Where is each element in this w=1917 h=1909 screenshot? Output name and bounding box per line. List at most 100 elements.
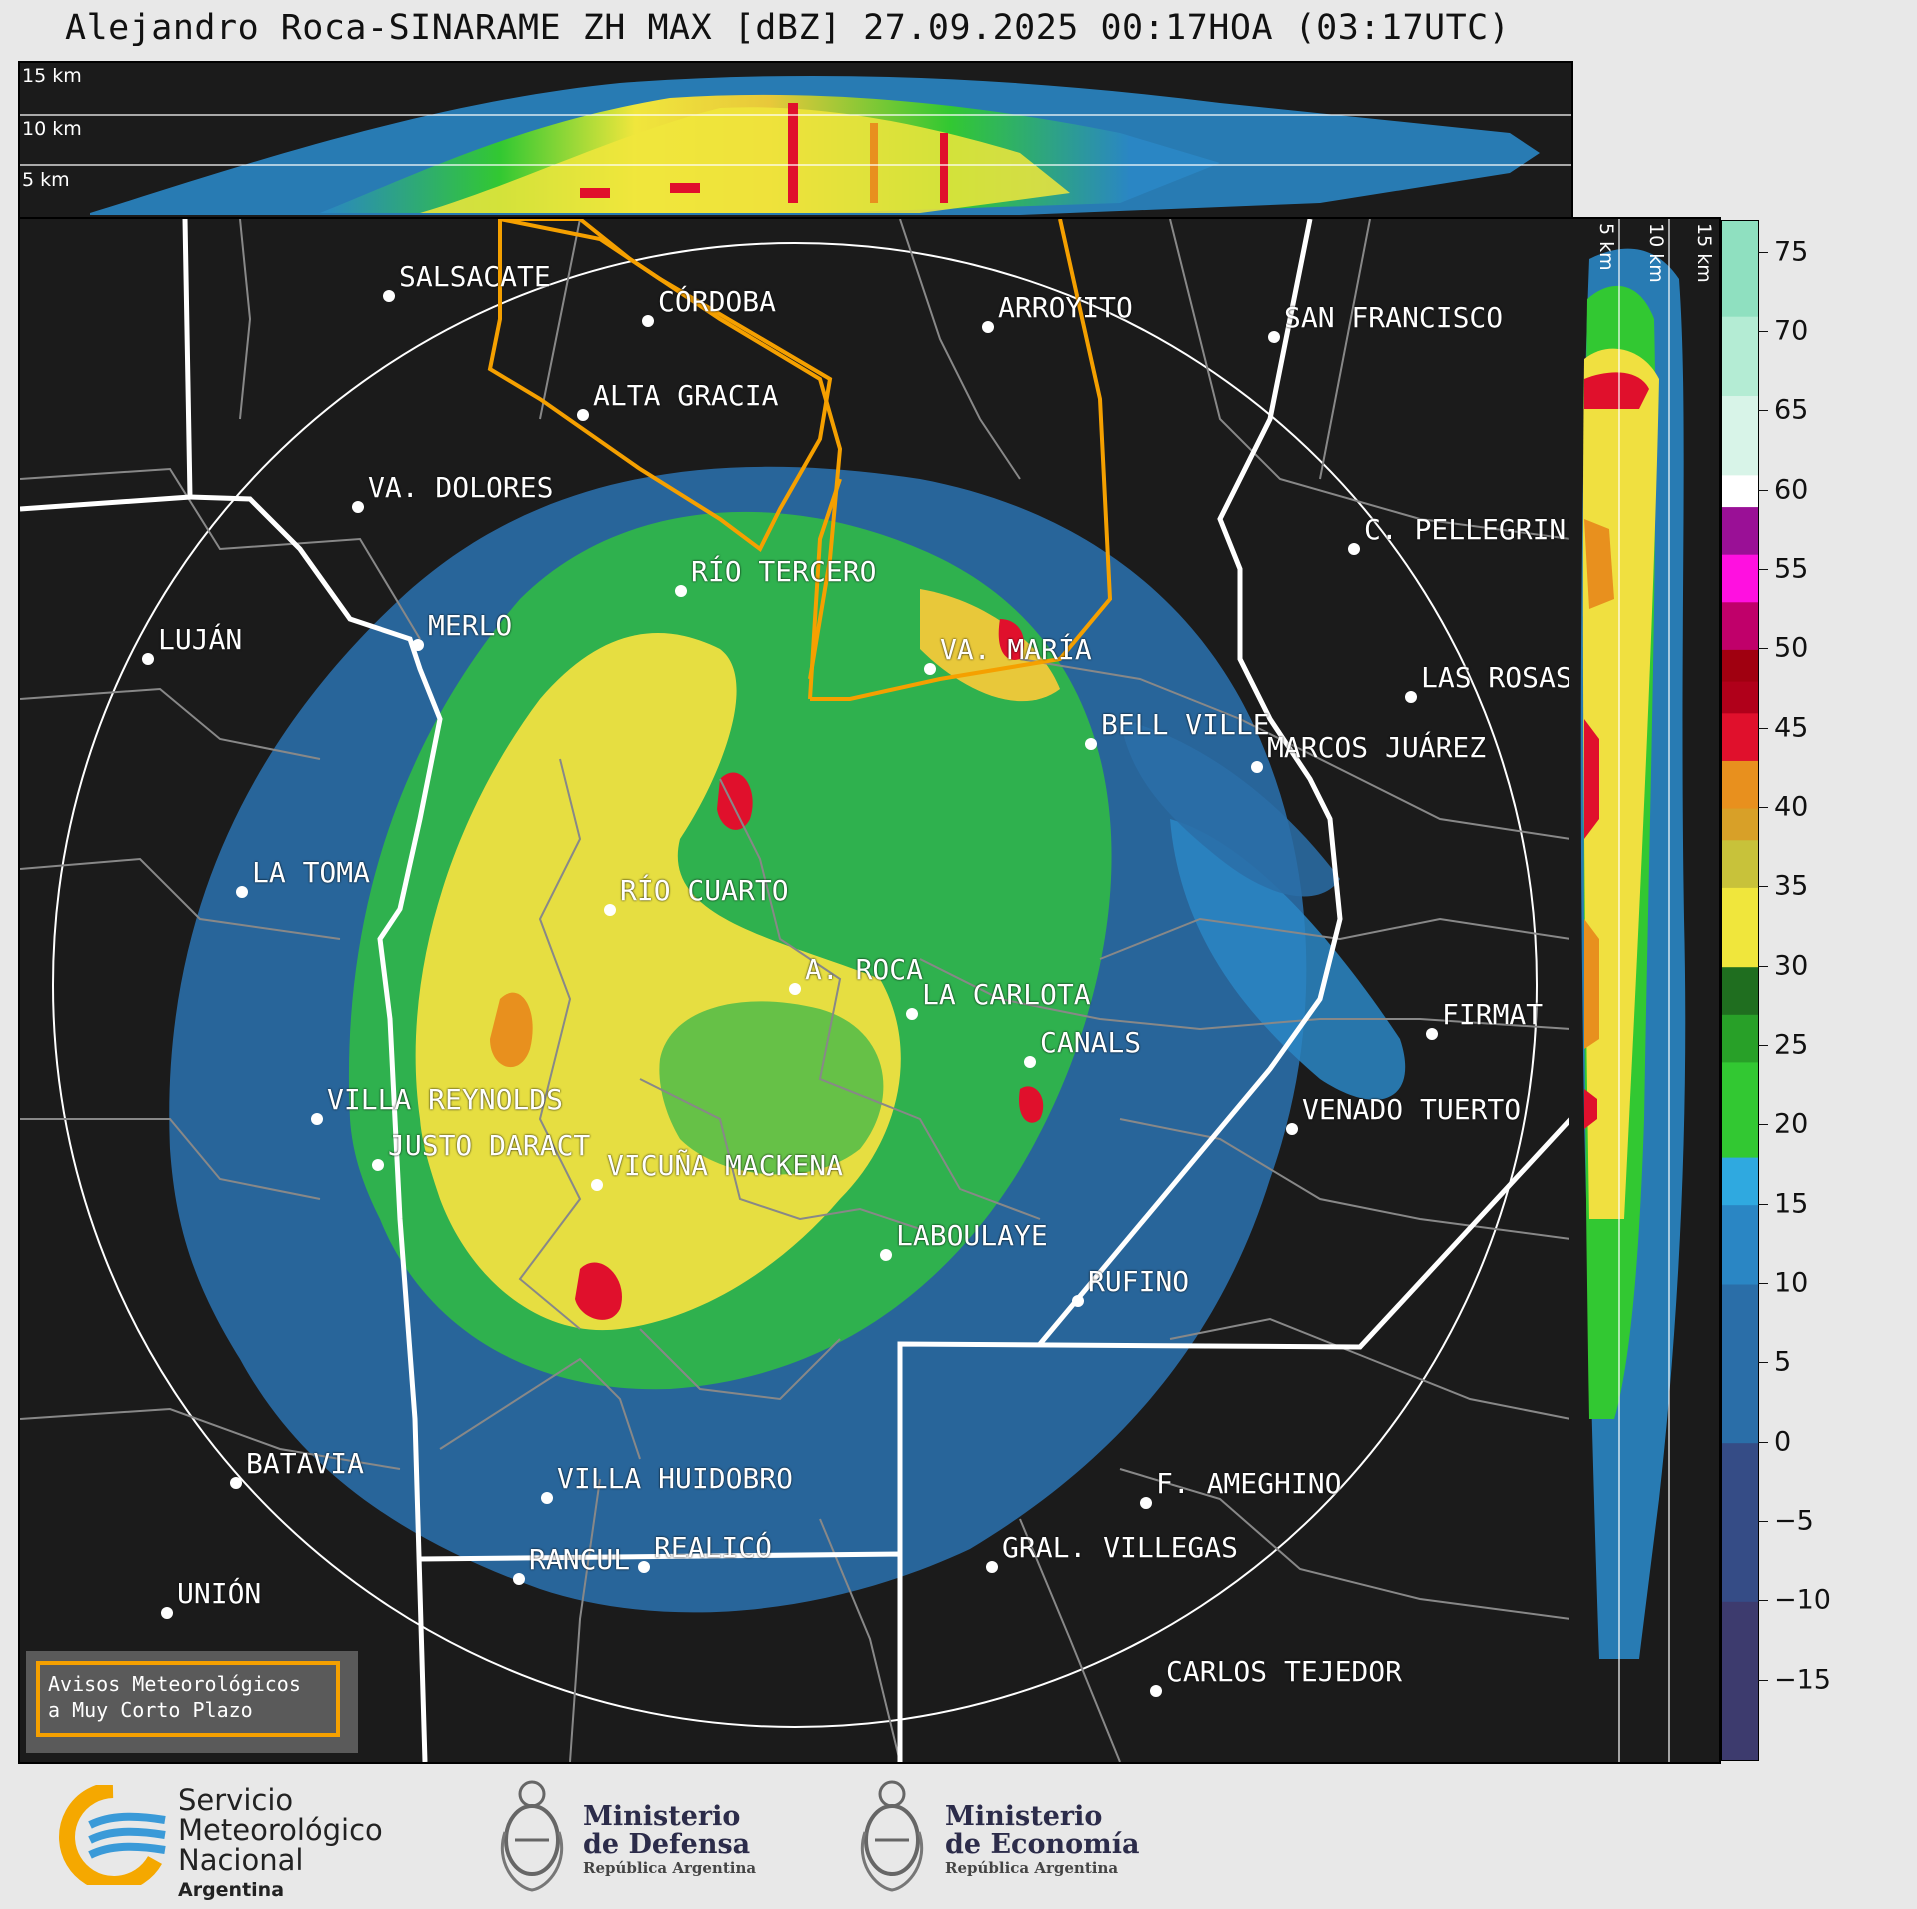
colorbar-tick — [1758, 648, 1768, 650]
colorbar-tick — [1758, 1283, 1768, 1285]
city-label: RÍO CUARTO — [620, 874, 789, 907]
city-dot — [161, 1607, 173, 1619]
colorbar-tick-label: 65 — [1774, 394, 1809, 426]
colorbar-tick-label: 70 — [1774, 315, 1809, 347]
city-label: C. PELLEGRINI — [1364, 513, 1573, 546]
colorbar-swatch — [1722, 966, 1758, 1015]
defensa-coat-of-arms-icon — [500, 1780, 564, 1892]
city-dot — [352, 501, 364, 513]
city-label: FIRMAT — [1442, 998, 1544, 1031]
colorbar-tick — [1758, 1441, 1768, 1443]
smn-logo-icon — [59, 1785, 166, 1885]
colorbar-tick — [1758, 410, 1768, 412]
defensa-line2: de Defensa — [583, 1829, 751, 1860]
colorbar-swatch — [1722, 554, 1758, 603]
city-dot — [577, 409, 589, 421]
city-label: RANCUL — [529, 1543, 631, 1576]
colorbar-tick — [1758, 886, 1768, 888]
city-dot — [541, 1492, 553, 1504]
city-dot — [982, 321, 994, 333]
city-dot — [230, 1477, 242, 1489]
city-label: RUFINO — [1088, 1265, 1190, 1298]
colorbar-tick-label: 0 — [1774, 1426, 1792, 1458]
colorbar-swatch — [1722, 1014, 1758, 1063]
colorbar-swatch — [1722, 839, 1758, 888]
city-label: CARLOS TEJEDOR — [1166, 1655, 1403, 1688]
city-dot — [1426, 1028, 1438, 1040]
economia-logo-text: Ministerio de Economía República Argenti… — [945, 1803, 1139, 1878]
city-dot — [311, 1113, 323, 1125]
city-dot — [638, 1561, 650, 1573]
colorbar-tick-label: 55 — [1774, 553, 1809, 585]
colorbar-tick-label: 5 — [1774, 1346, 1792, 1378]
city-label: A. ROCA — [805, 953, 924, 986]
top-alt-label-15: 15 km — [22, 65, 82, 87]
colorbar-tick — [1758, 1362, 1768, 1364]
city-label: ARROYITO — [998, 291, 1133, 324]
city-dot — [1140, 1497, 1152, 1509]
side-cross-section-panel: 5 km 10 km 15 km — [1569, 217, 1721, 1764]
colorbar-swatch — [1722, 649, 1758, 682]
colorbar-swatch — [1722, 1442, 1758, 1602]
colorbar-tick-label: −5 — [1774, 1505, 1814, 1537]
colorbar-swatch — [1722, 474, 1758, 508]
colorbar-tick-label: 10 — [1774, 1267, 1809, 1299]
colorbar-tick — [1758, 1521, 1768, 1522]
colorbar-tick-label: 45 — [1774, 712, 1809, 744]
smn-line1: Servicio — [178, 1783, 294, 1817]
city-label: REALICÓ — [654, 1531, 773, 1564]
city-label: SALSACATE — [399, 260, 551, 293]
city-label: LA TOMA — [252, 856, 371, 889]
colorbar-swatch — [1722, 1204, 1758, 1285]
colorbar-swatch — [1722, 1284, 1758, 1444]
city-label: CANALS — [1040, 1026, 1142, 1059]
city-dot — [642, 315, 654, 327]
colorbar-swatch — [1722, 760, 1758, 809]
warning-legend: Avisos Meteorológicos a Muy Corto Plazo — [26, 1651, 358, 1753]
city-label: BELL VILLE — [1101, 708, 1270, 741]
city-dot — [383, 290, 395, 302]
city-dot — [1405, 691, 1417, 703]
side-alt-label-10: 10 km — [1645, 223, 1667, 283]
city-label: VA. MARÍA — [940, 633, 1092, 666]
city-label: SAN FRANCISCO — [1284, 301, 1504, 334]
colorbar-tick-label: 20 — [1774, 1108, 1809, 1140]
colorbar-swatches — [1722, 221, 1758, 1760]
colorbar-tick — [1758, 1045, 1768, 1047]
city-dot — [675, 585, 687, 597]
radar-map: SALSACATE CÓRDOBA ARROYITO SAN FRANCISCO… — [18, 217, 1573, 1764]
colorbar-tick-label: 25 — [1774, 1029, 1809, 1061]
colorbar-swatch — [1722, 506, 1758, 555]
top-cross-section-panel: 15 km 10 km 5 km — [18, 61, 1573, 221]
city-label: UNIÓN — [177, 1577, 262, 1610]
colorbar-tick — [1758, 1679, 1768, 1681]
defensa-line3: República Argentina — [583, 1859, 757, 1877]
colorbar-swatch — [1722, 221, 1758, 317]
city-dot — [591, 1179, 603, 1191]
city-dot — [1150, 1685, 1162, 1697]
city-dot — [1251, 761, 1263, 773]
city-label: VA. DOLORES — [368, 471, 554, 504]
colorbar-tick — [1758, 251, 1768, 253]
colorbar-swatch — [1722, 601, 1758, 650]
city-label: VILLA REYNOLDS — [327, 1083, 564, 1116]
city-label: LA CARLOTA — [922, 978, 1091, 1011]
smn-line4: Argentina — [178, 1879, 285, 1901]
city-dot — [412, 639, 424, 651]
top-alt-label-10: 10 km — [22, 118, 82, 140]
warning-legend-line2: a Muy Corto Plazo — [48, 1698, 253, 1722]
city-dot — [236, 886, 248, 898]
colorbar-swatch — [1722, 1157, 1758, 1206]
colorbar-tick — [1758, 489, 1768, 491]
city-dot — [1348, 543, 1360, 555]
colorbar-tick-label: 35 — [1774, 870, 1809, 902]
colorbar-tick-label: −15 — [1774, 1664, 1831, 1696]
smn-line3: Nacional — [178, 1843, 304, 1877]
colorbar-swatch — [1722, 316, 1758, 397]
city-dot — [142, 653, 154, 665]
economia-coat-of-arms-icon — [860, 1780, 924, 1892]
city-label: LUJÁN — [158, 623, 243, 656]
city-label: GRAL. VILLEGAS — [1002, 1531, 1239, 1564]
side-alt-label-5: 5 km — [1595, 223, 1617, 271]
city-label: BATAVIA — [246, 1447, 365, 1480]
